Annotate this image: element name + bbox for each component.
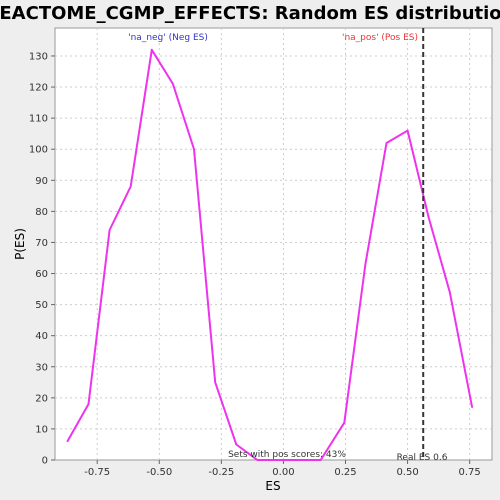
x-tick-label: 0.25	[334, 467, 356, 478]
x-axis-ticks: -0.75 -0.50 -0.25 0.00 0.25 0.50 0.75	[84, 460, 481, 478]
data-point	[129, 185, 132, 188]
y-tick-label: 20	[35, 393, 48, 404]
y-tick-label: 50	[35, 300, 48, 311]
y-tick-label: 70	[35, 238, 48, 249]
data-point	[319, 459, 322, 461]
es-distribution-line	[66, 48, 474, 461]
x-tick-label: -0.25	[208, 467, 234, 478]
series-layer	[66, 48, 474, 461]
y-axis-label: P(ES)	[13, 228, 27, 260]
pos-scores-label: Sets with pos scores: 43%	[228, 450, 346, 460]
x-axis-label: ES	[265, 479, 280, 493]
data-point	[108, 229, 111, 231]
pos-es-label: 'na_pos' (Pos ES)	[342, 33, 418, 43]
y-tick-label: 130	[29, 51, 48, 62]
y-tick-label: 120	[29, 83, 48, 94]
y-tick-label: 90	[35, 176, 48, 187]
data-point	[235, 443, 238, 446]
y-tick-label: 10	[35, 424, 48, 435]
data-point	[448, 291, 451, 293]
y-tick-label: 110	[29, 114, 48, 125]
x-tick-label: 0.75	[459, 467, 481, 478]
x-tick-label: 0.00	[272, 467, 294, 478]
data-point	[214, 381, 216, 384]
y-tick-label: 60	[35, 269, 48, 280]
data-point	[172, 83, 174, 85]
x-tick-label: 0.50	[396, 467, 418, 478]
data-point	[427, 216, 430, 219]
data-point	[298, 459, 301, 461]
data-point	[343, 421, 346, 424]
data-point	[66, 440, 69, 443]
x-tick-label: -0.75	[84, 467, 110, 478]
y-tick-label: 30	[35, 362, 48, 373]
grid-lines	[55, 28, 492, 460]
y-tick-label: 40	[35, 331, 48, 342]
plot-area	[54, 27, 493, 461]
real-es-label: Real ES 0.6	[397, 453, 448, 463]
data-point	[151, 48, 153, 51]
data-point	[87, 403, 90, 405]
y-tick-label: 80	[35, 207, 48, 218]
data-point	[277, 459, 280, 461]
x-tick-label: -0.50	[146, 467, 172, 478]
y-axis-ticks: 0 10 20 30 40 50 60 70 80 90 100 110 120 130	[29, 51, 55, 467]
data-point	[364, 263, 367, 266]
y-tick-label: 100	[29, 145, 48, 156]
data-point	[256, 459, 259, 461]
data-point	[406, 129, 409, 132]
data-point	[471, 406, 473, 408]
data-point	[193, 148, 195, 151]
neg-es-label: 'na_neg' (Neg ES)	[128, 33, 208, 43]
chart-title: REACTOME_CGMP_EFFECTS: Random ES distrib…	[0, 3, 500, 24]
data-point	[385, 142, 388, 144]
y-tick-label: 0	[42, 456, 48, 467]
